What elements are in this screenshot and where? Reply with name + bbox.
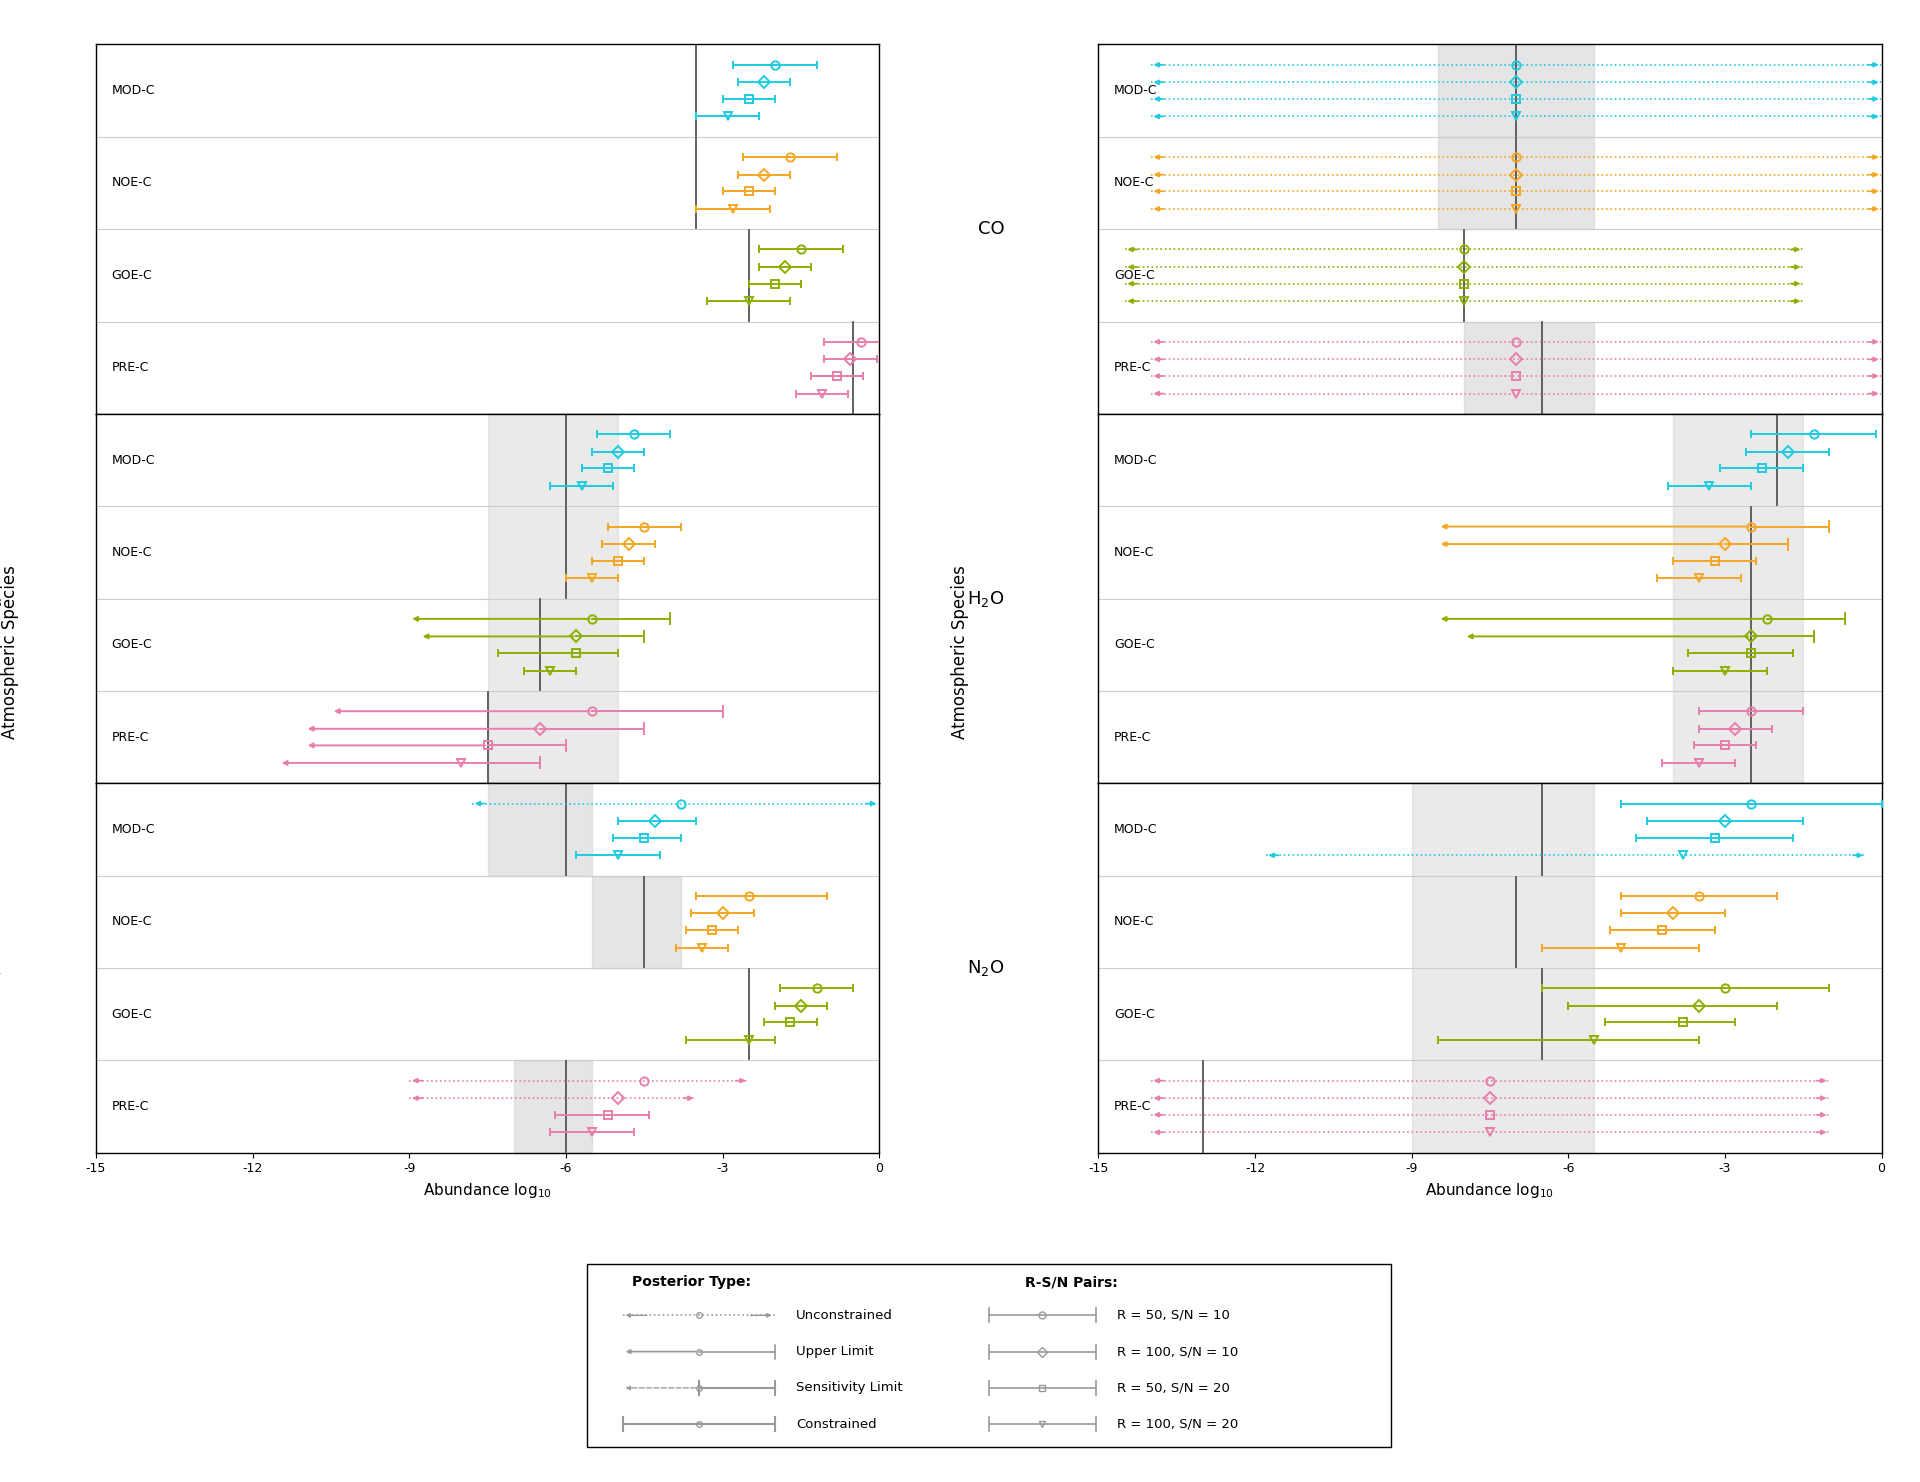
Text: CH$_4$: CH$_4$: [0, 957, 2, 978]
Text: GOE-C: GOE-C: [111, 639, 152, 651]
Text: Sensitivity Limit: Sensitivity Limit: [797, 1381, 902, 1395]
Text: GOE-C: GOE-C: [1114, 639, 1154, 651]
FancyBboxPatch shape: [588, 1264, 1390, 1448]
Text: R = 50, S/N = 10: R = 50, S/N = 10: [1117, 1309, 1231, 1322]
Text: PRE-C: PRE-C: [111, 731, 150, 744]
Text: CO$_2$: CO$_2$: [0, 219, 2, 239]
Bar: [1463, 322, 1594, 413]
Bar: [591, 876, 682, 968]
Text: MOD-C: MOD-C: [111, 823, 156, 836]
Text: MOD-C: MOD-C: [1114, 453, 1158, 467]
X-axis label: Abundance log$_{10}$: Abundance log$_{10}$: [1425, 1181, 1555, 1200]
Text: O$_3$: O$_3$: [0, 588, 2, 609]
Bar: [1438, 136, 1594, 230]
Text: Atmospheric Species: Atmospheric Species: [950, 565, 970, 740]
Bar: [1411, 784, 1594, 1153]
Text: MOD-C: MOD-C: [1114, 84, 1158, 98]
Text: NOE-C: NOE-C: [111, 916, 152, 928]
Bar: [1438, 44, 1594, 136]
Text: N$_2$O: N$_2$O: [968, 957, 1004, 978]
Text: Upper Limit: Upper Limit: [797, 1346, 874, 1358]
Text: MOD-C: MOD-C: [111, 84, 156, 98]
Text: Unconstrained: Unconstrained: [797, 1309, 893, 1322]
Text: GOE-C: GOE-C: [1114, 268, 1154, 282]
Bar: [488, 784, 591, 876]
Text: R = 100, S/N = 20: R = 100, S/N = 20: [1117, 1418, 1238, 1430]
Text: MOD-C: MOD-C: [111, 453, 156, 467]
Text: PRE-C: PRE-C: [1114, 362, 1152, 373]
Text: PRE-C: PRE-C: [111, 362, 150, 373]
Text: NOE-C: NOE-C: [1114, 176, 1154, 190]
Text: MOD-C: MOD-C: [1114, 823, 1158, 836]
Text: NOE-C: NOE-C: [1114, 916, 1154, 928]
Text: Atmospheric Species: Atmospheric Species: [0, 565, 19, 740]
Text: PRE-C: PRE-C: [1114, 731, 1152, 744]
Text: H$_2$O: H$_2$O: [968, 588, 1004, 609]
Text: R-S/N Pairs:: R-S/N Pairs:: [1025, 1275, 1117, 1289]
X-axis label: Abundance log$_{10}$: Abundance log$_{10}$: [422, 1181, 553, 1200]
Text: Constrained: Constrained: [797, 1418, 877, 1430]
Text: GOE-C: GOE-C: [1114, 1008, 1154, 1021]
Text: PRE-C: PRE-C: [1114, 1100, 1152, 1113]
Bar: [515, 1060, 591, 1153]
Text: PRE-C: PRE-C: [111, 1100, 150, 1113]
Text: R = 50, S/N = 20: R = 50, S/N = 20: [1117, 1381, 1231, 1395]
Text: NOE-C: NOE-C: [1114, 545, 1154, 559]
Text: R = 100, S/N = 10: R = 100, S/N = 10: [1117, 1346, 1238, 1358]
Text: GOE-C: GOE-C: [111, 268, 152, 282]
Text: NOE-C: NOE-C: [111, 176, 152, 190]
Text: CO: CO: [977, 221, 1004, 239]
Text: NOE-C: NOE-C: [111, 545, 152, 559]
Text: Posterior Type:: Posterior Type:: [632, 1275, 751, 1289]
Text: GOE-C: GOE-C: [111, 1008, 152, 1021]
Bar: [1672, 413, 1803, 784]
Bar: [488, 413, 618, 784]
